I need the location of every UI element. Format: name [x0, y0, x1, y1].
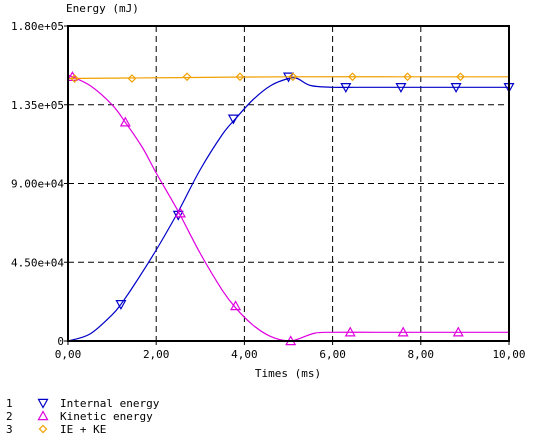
- series-1: [67, 72, 515, 342]
- y-axis-title: Energy (mJ): [66, 2, 139, 15]
- legend-index: 3: [6, 423, 13, 436]
- x-tick-label: 10,00: [492, 348, 525, 361]
- data-point-marker: [115, 300, 127, 310]
- legend-marker: [37, 410, 49, 421]
- data-point-marker: [70, 74, 79, 83]
- x-tick-labels: 0,00 2,00 4,00 6,00 8,00 10,00: [55, 341, 526, 361]
- data-point-marker: [230, 300, 242, 311]
- y-tick-label: 0: [57, 335, 64, 348]
- data-point-marker: [395, 83, 407, 93]
- legend-marker: [37, 398, 49, 409]
- y-tick-label: 4.50e+04: [11, 256, 64, 269]
- legend-index: 2: [6, 410, 13, 423]
- x-tick-label: 0,00: [55, 348, 82, 361]
- x-tick-label: 8,00: [408, 348, 435, 361]
- data-point-marker: [288, 72, 298, 82]
- legend-label: Kinetic energy: [60, 410, 153, 423]
- legend: 1 Internal energy 2 Kinetic energy 3 IE + KE: [6, 397, 160, 436]
- data-point-marker: [397, 326, 409, 337]
- y-tick-labels: 0 4.50e+04 9.00e+04 1.35e+05 1.80e+05: [11, 20, 68, 348]
- data-point-marker: [456, 72, 465, 82]
- legend-label: Internal energy: [60, 397, 160, 410]
- data-point-marker: [119, 116, 131, 127]
- series-line: [67, 77, 509, 342]
- series-layer: [66, 71, 515, 346]
- data-point-marker: [348, 72, 357, 82]
- data-point-marker: [340, 83, 352, 93]
- data-point-marker: [227, 114, 239, 125]
- data-point-marker: [403, 72, 412, 82]
- data-point-marker: [344, 326, 356, 337]
- data-point-marker: [452, 326, 464, 337]
- x-tick-label: 6,00: [319, 348, 346, 361]
- y-tick-label: 9.00e+04: [11, 178, 64, 191]
- legend-index: 1: [6, 397, 13, 410]
- data-point-marker: [182, 72, 192, 82]
- series-3: [67, 72, 509, 83]
- legend-marker: [38, 424, 48, 434]
- y-tick-label: 1.35e+05: [11, 99, 64, 112]
- y-tick-label: 1.80e+05: [11, 20, 64, 33]
- x-axis-title: Times (ms): [255, 367, 321, 380]
- data-point-marker: [174, 207, 186, 218]
- data-point-marker: [450, 83, 462, 93]
- x-tick-label: 4,00: [231, 348, 258, 361]
- grid: [68, 26, 509, 341]
- legend-label: IE + KE: [60, 423, 106, 436]
- data-point-marker: [127, 74, 137, 83]
- series-line: [67, 76, 509, 80]
- series-line: [67, 74, 509, 342]
- series-2: [66, 71, 509, 346]
- x-tick-label: 2,00: [143, 348, 170, 361]
- data-point-marker: [235, 72, 245, 82]
